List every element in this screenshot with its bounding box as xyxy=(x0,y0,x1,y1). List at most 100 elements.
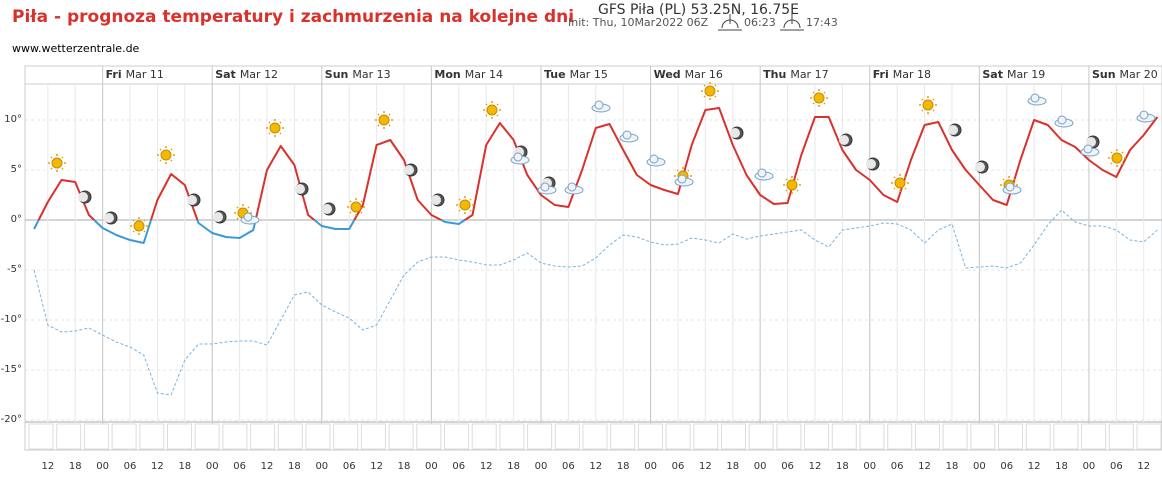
wind-boxes xyxy=(28,423,1162,450)
x-tick-label: 18 xyxy=(946,461,959,472)
day-label: Tue Mar 15 xyxy=(544,68,608,81)
x-tick-label: 12 xyxy=(41,461,54,472)
x-tick-label: 12 xyxy=(480,461,493,472)
x-tick-label: 00 xyxy=(96,461,109,472)
wind-box xyxy=(1025,423,1051,450)
wind-box xyxy=(471,423,497,450)
day-name: Fri xyxy=(106,68,122,81)
y-tick-label: 10° xyxy=(4,114,22,125)
day-name: Mon xyxy=(434,68,460,81)
wind-box xyxy=(970,423,996,450)
wind-box xyxy=(222,423,248,450)
wind-box xyxy=(693,423,719,450)
wind-box xyxy=(1053,423,1079,450)
wind-box xyxy=(388,423,414,450)
x-tick-label: 00 xyxy=(754,461,767,472)
wind-box xyxy=(831,423,857,450)
wind-box xyxy=(167,423,192,450)
x-tick-label: 00 xyxy=(973,461,986,472)
x-tick-label: 00 xyxy=(644,461,657,472)
day-label: Mon Mar 14 xyxy=(434,68,503,81)
day-date: Mar 20 xyxy=(1120,68,1158,81)
weather-icons xyxy=(47,81,1156,236)
wind-box xyxy=(942,423,968,450)
day-date: Mar 15 xyxy=(570,68,608,81)
wind-box xyxy=(277,423,303,450)
wind-box xyxy=(610,423,636,450)
wind-box xyxy=(139,423,165,450)
wind-box xyxy=(1108,423,1134,450)
wind-box xyxy=(721,423,746,450)
x-tick-label: 00 xyxy=(535,461,548,472)
y-tick-label: -20° xyxy=(1,414,22,425)
dewpoint-line xyxy=(33,209,1158,396)
x-tick-label: 00 xyxy=(863,461,876,472)
source: www.wetterzentrale.de xyxy=(12,42,140,55)
day-name: Tue xyxy=(544,68,566,81)
wind-box xyxy=(748,423,774,450)
x-tick-label: 18 xyxy=(1055,461,1068,472)
x-tick-label: 06 xyxy=(343,461,356,472)
x-tick-label: 18 xyxy=(507,461,520,472)
x-tick-label: 00 xyxy=(425,461,438,472)
x-tick-label: 06 xyxy=(672,461,685,472)
x-tick-label: 12 xyxy=(699,461,712,472)
day-name: Sun xyxy=(325,68,349,81)
y-tick-label: 5° xyxy=(11,164,22,175)
sunset: 17:43 xyxy=(806,16,838,29)
x-tick-label: 00 xyxy=(1083,461,1096,472)
day-date: Mar 11 xyxy=(126,68,164,81)
wind-box xyxy=(28,423,54,450)
header: GFS Piła (PL) 53.25N, 16.75E xyxy=(598,2,799,18)
day-label: Fri Mar 18 xyxy=(873,68,931,81)
wind-box xyxy=(416,423,442,450)
x-tick-label: 18 xyxy=(178,461,191,472)
x-tick-label: 06 xyxy=(781,461,794,472)
x-tick-label: 06 xyxy=(452,461,465,472)
x-tick-label: 06 xyxy=(233,461,246,472)
day-label: Fri Mar 11 xyxy=(106,68,164,81)
wind-box xyxy=(194,423,220,450)
day-date: Mar 18 xyxy=(893,68,931,81)
temperature-line xyxy=(33,107,1159,244)
x-tick-label: 18 xyxy=(836,461,849,472)
day-date: Mar 17 xyxy=(790,68,828,81)
wind-box xyxy=(56,423,82,450)
x-tick-label: 06 xyxy=(891,461,904,472)
sunrise-icon xyxy=(718,14,742,31)
wind-box xyxy=(804,423,830,450)
x-tick-label: 18 xyxy=(288,461,301,472)
day-date: Mar 13 xyxy=(352,68,390,81)
wind-box xyxy=(887,423,913,450)
day-name: Sat xyxy=(215,68,236,81)
wind-box xyxy=(499,423,525,450)
day-name: Fri xyxy=(873,68,889,81)
sunset-icon xyxy=(780,14,804,31)
day-label: Thu Mar 17 xyxy=(763,68,828,81)
wind-box xyxy=(444,423,469,450)
wind-box xyxy=(859,423,885,450)
x-tick-label: 18 xyxy=(617,461,630,472)
x-tick-label: 18 xyxy=(69,461,82,472)
x-tick-label: 00 xyxy=(315,461,328,472)
wind-box xyxy=(582,423,608,450)
wind-box xyxy=(527,423,553,450)
y-tick-label: -5° xyxy=(7,264,22,275)
x-tick-label: 06 xyxy=(124,461,137,472)
x-tick-label: 12 xyxy=(1137,461,1150,472)
day-date: Mar 16 xyxy=(685,68,723,81)
x-tick-label: 00 xyxy=(206,461,219,472)
x-tick-label: 06 xyxy=(1110,461,1123,472)
wind-box xyxy=(111,423,137,450)
init: Init: Thu, 10Mar2022 06Z xyxy=(568,16,709,29)
day-label: Wed Mar 16 xyxy=(654,68,723,81)
wind-box xyxy=(776,423,802,450)
x-tick-label: 12 xyxy=(151,461,164,472)
wind-box xyxy=(333,423,359,450)
y-tick-label: -15° xyxy=(1,364,22,375)
x-tick-label: 12 xyxy=(918,461,931,472)
day-name: Wed xyxy=(654,68,681,81)
x-tick-label: 18 xyxy=(398,461,411,472)
sunrise: 06:23 xyxy=(744,16,776,29)
